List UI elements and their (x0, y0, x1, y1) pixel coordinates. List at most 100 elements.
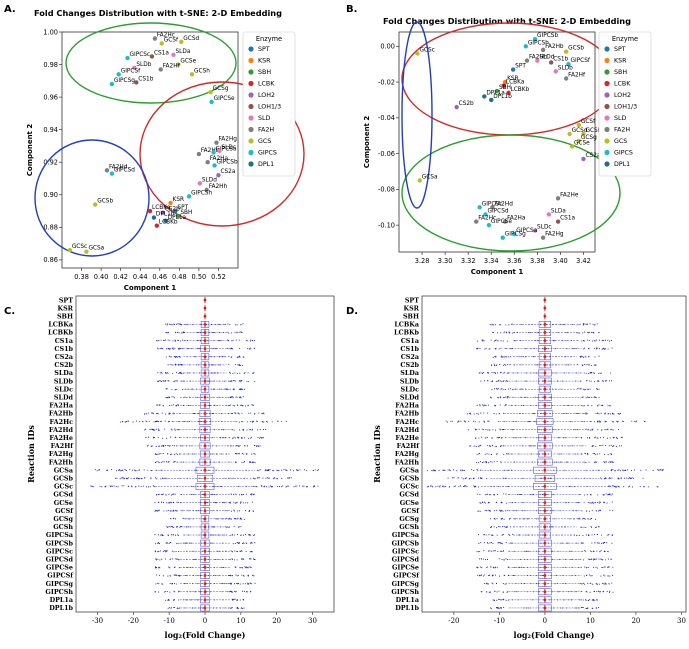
c-outlier (156, 469, 158, 471)
c-outlier (317, 485, 319, 487)
c-outlier (184, 340, 186, 342)
c-outlier (163, 510, 165, 512)
d-outlier (621, 436, 623, 439)
b-legend-swatch (604, 57, 610, 64)
c-outlier (252, 372, 254, 374)
c-outlier (237, 412, 239, 414)
d-outlier (486, 566, 488, 568)
d-outlier (481, 567, 483, 569)
d-outlier (564, 558, 566, 560)
c-outlier (186, 340, 188, 342)
a-point (208, 90, 213, 95)
c-outlier (169, 453, 171, 456)
c-outlier (186, 558, 188, 560)
c-outlier (160, 469, 162, 471)
d-outlier (584, 363, 586, 366)
d-mean-marker (543, 590, 547, 594)
c-outlier (252, 404, 254, 407)
d-outlier (477, 470, 479, 472)
b-point-label: FA2Hb (545, 44, 564, 50)
c-outlier (222, 356, 224, 358)
d-outlier (566, 340, 568, 342)
d-outlier (596, 347, 598, 349)
d-outlier (585, 413, 587, 415)
c-outlier (249, 591, 251, 593)
d-outlier (539, 494, 541, 496)
c-outlier (172, 558, 174, 560)
c-outlier (183, 583, 185, 585)
d-outlier (599, 420, 601, 422)
a-legend-label: SBH (258, 69, 271, 76)
d-outlier (477, 574, 479, 576)
d-outlier (591, 599, 593, 601)
d-outlier (608, 445, 610, 447)
d-outlier (481, 339, 483, 341)
c-outlier (181, 510, 183, 512)
c-outlier (244, 510, 247, 512)
c-outlier (207, 550, 209, 552)
d-outlier (504, 469, 506, 471)
d-outlier (477, 567, 479, 569)
c-outlier (176, 461, 178, 463)
c-outlier (259, 469, 261, 471)
c-outlier (235, 339, 237, 341)
d-outlier (501, 381, 503, 383)
d-outlier (569, 518, 571, 520)
c-outlier (166, 396, 168, 399)
c-outlier (165, 348, 168, 350)
c-outlier (150, 478, 152, 480)
d-outlier (588, 347, 590, 350)
c-outlier (252, 558, 255, 560)
c-outlier (168, 355, 170, 357)
d-outlier (516, 372, 518, 374)
c-outlier (237, 437, 239, 439)
c-outlier (241, 574, 243, 576)
c-outlier (174, 518, 177, 520)
c-outlier (227, 323, 229, 325)
c-outlier (155, 543, 157, 545)
c-outlier (262, 477, 264, 479)
d-outlier (464, 477, 466, 479)
d-category-label: GCSe (400, 499, 419, 507)
d-outlier (489, 396, 491, 398)
c-outlier (166, 550, 168, 552)
d-outlier (583, 461, 585, 463)
c-outlier (235, 590, 237, 592)
d-outlier (558, 591, 560, 593)
c-outlier (210, 461, 212, 463)
c-outlier (221, 534, 223, 536)
c-outlier (172, 534, 174, 536)
c-outlier (183, 380, 185, 382)
b-point-label: FA2Hg (545, 232, 564, 238)
d-outlier (592, 332, 594, 334)
c-outlier (237, 453, 239, 455)
d-outlier (502, 550, 505, 552)
d-outlier (602, 566, 604, 569)
d-outlier (481, 462, 483, 464)
c-outlier (160, 445, 162, 447)
d-outlier (527, 518, 529, 520)
d-outlier (500, 388, 502, 390)
d-category-label: LCBKb (394, 329, 420, 337)
c-outlier (211, 348, 213, 350)
d-outlier (595, 445, 597, 447)
d-category-label: LCBKa (394, 321, 419, 329)
c-outlier (241, 542, 244, 545)
b-point-label: DPL1b (493, 94, 512, 100)
d-outlier (483, 372, 485, 374)
c-outlier (176, 380, 178, 382)
a-point (189, 72, 195, 77)
d-outlier (493, 494, 495, 496)
d-outlier (490, 566, 492, 568)
d-outlier (580, 526, 582, 528)
c-category-label: SBH (57, 312, 73, 320)
c-outlier (197, 599, 199, 601)
d-outlier (572, 558, 574, 560)
d-outlier (501, 501, 503, 504)
d-outlier (583, 559, 585, 561)
c-outlier (171, 550, 173, 552)
c-outlier (176, 404, 178, 406)
c-outlier (243, 590, 246, 592)
c-outlier (215, 518, 217, 520)
d-mean-marker (543, 444, 547, 448)
